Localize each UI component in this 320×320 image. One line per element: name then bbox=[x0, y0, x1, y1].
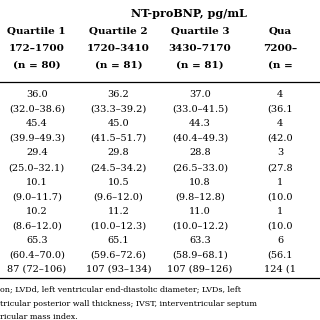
Text: 10.2: 10.2 bbox=[26, 207, 48, 216]
Text: 10.8: 10.8 bbox=[189, 178, 211, 187]
Text: 4: 4 bbox=[277, 119, 283, 128]
Text: 11.0: 11.0 bbox=[189, 207, 211, 216]
Text: 28.8: 28.8 bbox=[189, 148, 211, 157]
Text: (n =: (n = bbox=[268, 60, 292, 69]
Text: (33.3–39.2): (33.3–39.2) bbox=[90, 105, 147, 114]
Text: (10.0: (10.0 bbox=[267, 221, 293, 230]
Text: (25.0–32.1): (25.0–32.1) bbox=[9, 163, 65, 172]
Text: 87 (72–106): 87 (72–106) bbox=[7, 265, 66, 274]
Text: 7200–: 7200– bbox=[263, 44, 297, 53]
Text: 3430–7170: 3430–7170 bbox=[169, 44, 231, 53]
Text: (36.1: (36.1 bbox=[267, 105, 293, 114]
Text: 124 (1: 124 (1 bbox=[264, 265, 296, 274]
Text: 45.0: 45.0 bbox=[108, 119, 129, 128]
Text: 3: 3 bbox=[277, 148, 283, 157]
Text: 1: 1 bbox=[277, 207, 283, 216]
Text: (42.0: (42.0 bbox=[267, 134, 293, 143]
Text: 11.2: 11.2 bbox=[108, 207, 129, 216]
Text: 45.4: 45.4 bbox=[26, 119, 48, 128]
Text: (60.4–70.0): (60.4–70.0) bbox=[9, 250, 65, 260]
Text: 37.0: 37.0 bbox=[189, 90, 211, 99]
Text: 107 (93–134): 107 (93–134) bbox=[86, 265, 151, 274]
Text: (33.0–41.5): (33.0–41.5) bbox=[172, 105, 228, 114]
Text: (n = 81): (n = 81) bbox=[176, 60, 224, 69]
Text: (9.0–11.7): (9.0–11.7) bbox=[12, 192, 62, 201]
Text: (27.8: (27.8 bbox=[267, 163, 293, 172]
Text: 29.8: 29.8 bbox=[108, 148, 129, 157]
Text: (41.5–51.7): (41.5–51.7) bbox=[90, 134, 147, 143]
Text: (n = 80): (n = 80) bbox=[13, 60, 60, 69]
Text: (8.6–12.0): (8.6–12.0) bbox=[12, 221, 62, 230]
Text: (32.0–38.6): (32.0–38.6) bbox=[9, 105, 65, 114]
Text: (24.5–34.2): (24.5–34.2) bbox=[90, 163, 147, 172]
Text: 29.4: 29.4 bbox=[26, 148, 48, 157]
Text: 172–1700: 172–1700 bbox=[9, 44, 65, 53]
Text: Quartile 1: Quartile 1 bbox=[7, 27, 66, 36]
Text: NT-proBNP, pg/mL: NT-proBNP, pg/mL bbox=[131, 8, 247, 19]
Text: 10.5: 10.5 bbox=[108, 178, 129, 187]
Text: 4: 4 bbox=[277, 90, 283, 99]
Text: 107 (89–126): 107 (89–126) bbox=[167, 265, 233, 274]
Text: 65.1: 65.1 bbox=[108, 236, 129, 245]
Text: (10.0–12.3): (10.0–12.3) bbox=[90, 221, 147, 230]
Text: ricular mass index.: ricular mass index. bbox=[0, 314, 78, 320]
Text: (n = 81): (n = 81) bbox=[95, 60, 142, 69]
Text: 36.0: 36.0 bbox=[26, 90, 48, 99]
Text: (56.1: (56.1 bbox=[267, 250, 293, 260]
Text: 36.2: 36.2 bbox=[108, 90, 129, 99]
Text: on; LVDd, left ventricular end-diastolic diameter; LVDs, left: on; LVDd, left ventricular end-diastolic… bbox=[0, 286, 241, 294]
Text: Quartile 2: Quartile 2 bbox=[89, 27, 148, 36]
Text: 1: 1 bbox=[277, 178, 283, 187]
Text: 6: 6 bbox=[277, 236, 283, 245]
Text: 44.3: 44.3 bbox=[189, 119, 211, 128]
Text: Quartile 3: Quartile 3 bbox=[171, 27, 229, 36]
Text: (40.4–49.3): (40.4–49.3) bbox=[172, 134, 228, 143]
Text: (58.9–68.1): (58.9–68.1) bbox=[172, 250, 228, 260]
Text: 1720–3410: 1720–3410 bbox=[87, 44, 150, 53]
Text: (26.5–33.0): (26.5–33.0) bbox=[172, 163, 228, 172]
Text: 65.3: 65.3 bbox=[26, 236, 48, 245]
Text: (59.6–72.6): (59.6–72.6) bbox=[91, 250, 146, 260]
Text: (10.0: (10.0 bbox=[267, 192, 293, 201]
Text: Qua: Qua bbox=[268, 27, 292, 36]
Text: 63.3: 63.3 bbox=[189, 236, 211, 245]
Text: (39.9–49.3): (39.9–49.3) bbox=[9, 134, 65, 143]
Text: (9.6–12.0): (9.6–12.0) bbox=[93, 192, 143, 201]
Text: (9.8–12.8): (9.8–12.8) bbox=[175, 192, 225, 201]
Text: tricular posterior wall thickness; IVST, interventricular septum: tricular posterior wall thickness; IVST,… bbox=[0, 300, 257, 308]
Text: 10.1: 10.1 bbox=[26, 178, 48, 187]
Text: (10.0–12.2): (10.0–12.2) bbox=[172, 221, 228, 230]
